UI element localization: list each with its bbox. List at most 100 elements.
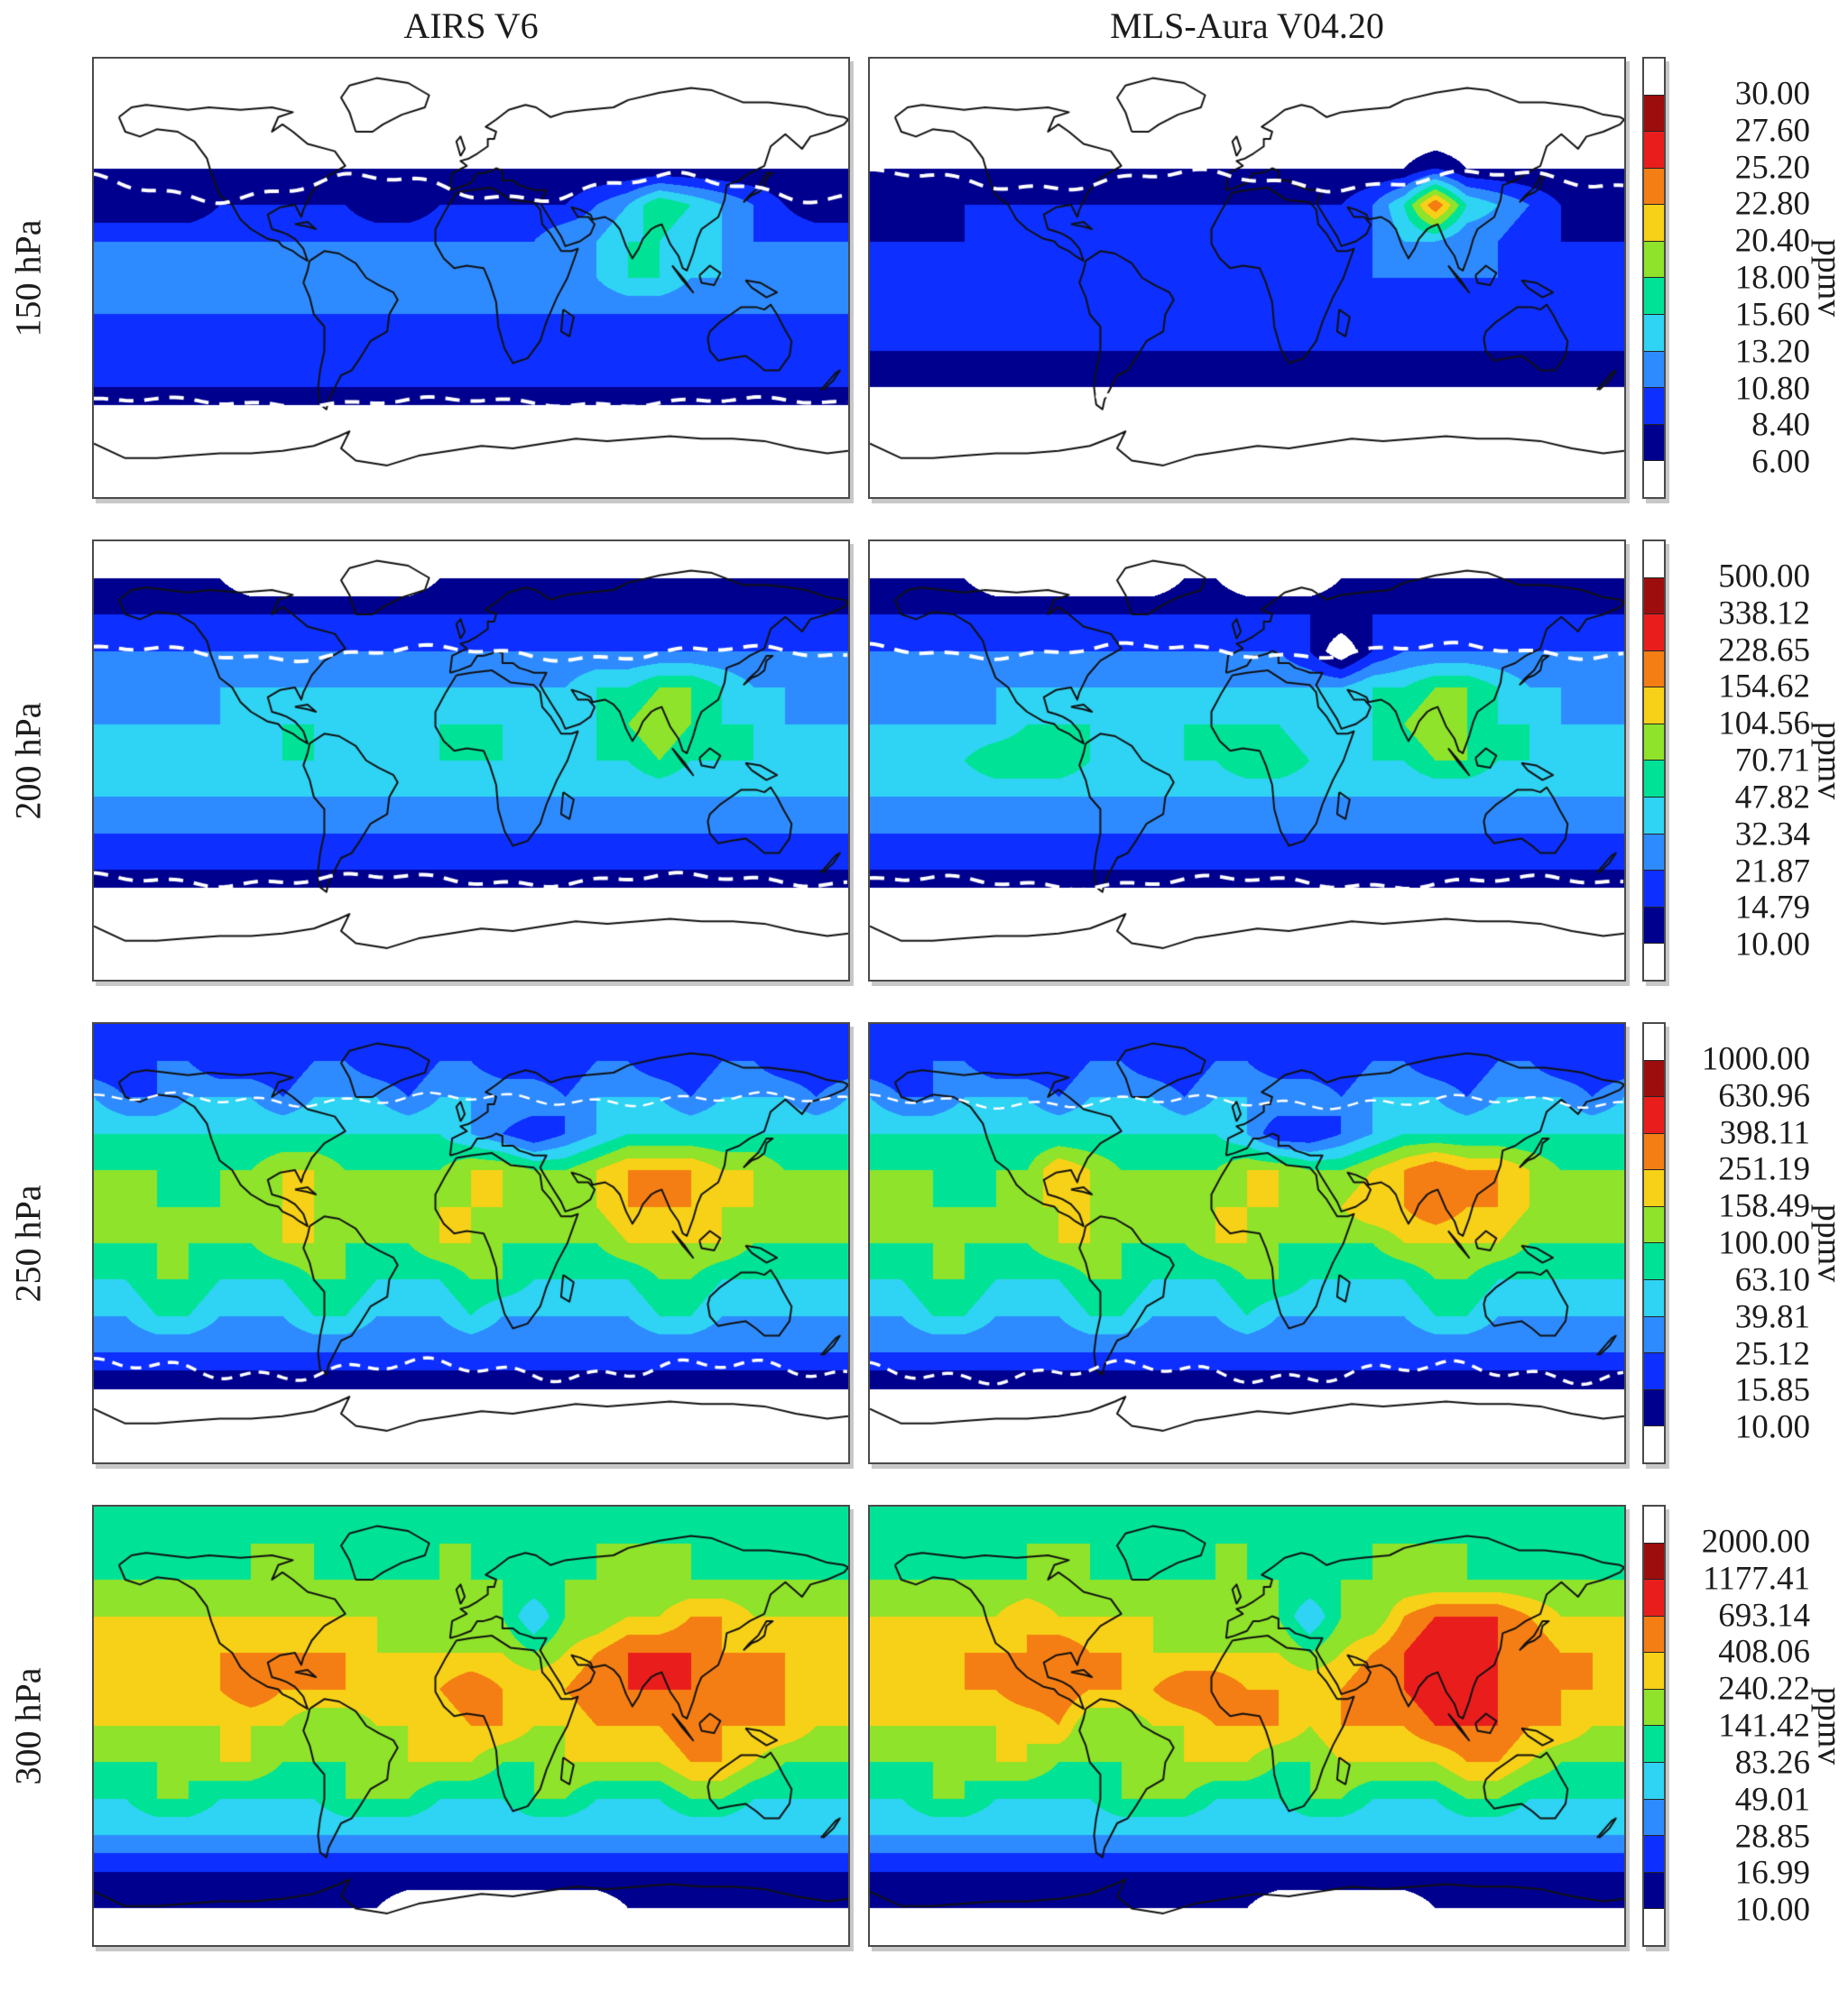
colorbar-cell [1644,1908,1664,1945]
colorbar-cell [1644,314,1664,351]
colorbar-cell [1644,1652,1664,1689]
colorbar-tick-labels: 1000.00 630.96 398.11 251.19 158.49 100.00 63.… [1673,1022,1810,1464]
world-map-canvas-mls-150hpa [870,59,1624,497]
colorbar-cell [1644,760,1664,798]
colorbar-cell [1644,870,1664,907]
colorbar-cell [1644,541,1664,577]
map-panel-airs-150hpa [92,57,850,499]
colorbar-250hpa: 1000.00 630.96 398.11 251.19 158.49 100.00 63.… [1642,1022,1848,1464]
colorbar-tick-label: 158.49 [1718,1187,1810,1225]
colorbar-tick-label: 1177.41 [1703,1560,1810,1598]
colorbar-300hpa: 2000.00 1177.41 693.14 408.06 240.22 141.42 83… [1642,1505,1848,1947]
colorbar-cell [1644,94,1664,132]
colorbar-strip [1642,539,1666,982]
colorbar-cell [1644,1205,1664,1243]
world-map-canvas-mls-250hpa [870,1024,1624,1462]
colorbar-tick-label: 630.96 [1718,1077,1810,1115]
map-panel-mls-200hpa [868,539,1626,982]
colorbar-cell [1644,1352,1664,1389]
colorbar-unit-wrap: ppmv [1810,1505,1848,1947]
colorbar-tick-label: 8.40 [1751,406,1810,444]
colorbar-cell [1644,797,1664,834]
colorbar-cell [1644,906,1664,944]
colorbar-strip [1642,1505,1666,1947]
map-panel-mls-150hpa [868,57,1626,499]
colorbar-tick-label: 1000.00 [1701,1040,1810,1078]
colorbar-cell [1644,1388,1664,1426]
colorbar-tick-label: 10.80 [1734,370,1810,407]
colorbar-unit-label: ppmv [1810,1203,1848,1283]
colorbar-tick-label: 32.34 [1734,816,1810,853]
colorbar-unit-wrap: ppmv [1810,539,1848,982]
colorbar-tick-label: 14.79 [1734,889,1810,927]
colorbar-tick-label: 10.00 [1734,1408,1810,1446]
colorbar-150hpa: 30.00 27.60 25.20 22.80 20.40 18.00 15.60 13.20… [1642,57,1848,499]
colorbar-tick-labels: 30.00 27.60 25.20 22.80 20.40 18.00 15.60 13.20… [1673,57,1810,499]
column-title-airs: AIRS V6 [403,5,539,46]
colorbar-tick-label: 251.19 [1718,1150,1810,1188]
colorbar-cell [1644,1096,1664,1133]
world-map-canvas-airs-200hpa [94,541,848,980]
colorbar-tick-label: 49.01 [1734,1781,1810,1819]
world-map-canvas-mls-200hpa [870,541,1624,980]
map-panel-airs-250hpa [92,1022,850,1464]
colorbar-cell [1644,943,1664,980]
colorbar-tick-label: 6.00 [1751,443,1810,481]
colorbar-cell [1644,1169,1664,1206]
world-map-canvas-airs-250hpa [94,1024,848,1462]
figure-row-150hpa: 150 hPa 30.00 27.60 25.20 22.80 20.40 18.00 15.… [0,57,1848,499]
colorbar-tick-label: 154.62 [1718,668,1810,705]
colorbar-cell [1644,1579,1664,1616]
colorbar-tick-label: 228.65 [1718,632,1810,669]
colorbar-200hpa: 500.00 338.12 228.65 154.62 104.56 70.71 47.82… [1642,539,1848,982]
colorbar-cell [1644,1762,1664,1799]
colorbar-cell [1644,1835,1664,1872]
colorbar-tick-label: 13.20 [1734,333,1810,371]
pressure-level-label-200hpa: 200 hPa [2,539,54,982]
colorbar-tick-label: 15.85 [1734,1371,1810,1409]
colorbar-tick-label: 22.80 [1734,185,1810,223]
colorbar-tick-label: 338.12 [1718,595,1810,632]
colorbar-cell [1644,277,1664,315]
colorbar-cell [1644,1798,1664,1836]
colorbar-tick-label: 25.12 [1734,1335,1810,1372]
colorbar-cell [1644,240,1664,278]
colorbar-unit-label: ppmv [1810,1686,1848,1766]
figure-row-200hpa: 200 hPa 500.00 338.12 228.65 154.62 104.56 70.… [0,539,1848,982]
colorbar-tick-label: 20.40 [1734,222,1810,260]
colorbar-tick-label: 27.60 [1734,112,1810,150]
world-map-canvas-mls-300hpa [870,1507,1624,1945]
colorbar-cell [1644,723,1664,761]
colorbar-cell [1644,1725,1664,1763]
pressure-level-label-250hpa: 250 hPa [2,1022,54,1464]
colorbar-cell [1644,1507,1664,1543]
colorbar-cell [1644,1688,1664,1726]
map-panel-mls-250hpa [868,1022,1626,1464]
figure-row-250hpa: 250 hPa 1000.00 630.96 398.11 251.19 158.49 10… [0,1022,1848,1464]
colorbar-cell [1644,1242,1664,1280]
colorbar-tick-label: 100.00 [1718,1224,1810,1262]
world-map-canvas-airs-150hpa [94,59,848,497]
colorbar-unit-wrap: ppmv [1810,1022,1848,1464]
colorbar-tick-label: 693.14 [1718,1597,1810,1634]
pressure-level-text: 150 hPa [7,219,49,337]
colorbar-cell [1644,1542,1664,1580]
pressure-level-text: 300 hPa [7,1667,49,1784]
colorbar-tick-label: 47.82 [1734,779,1810,816]
colorbar-cell [1644,687,1664,724]
pressure-level-text: 200 hPa [7,702,49,819]
colorbar-unit-label: ppmv [1810,721,1848,800]
colorbar-tick-label: 104.56 [1718,705,1810,742]
colorbar-tick-label: 16.99 [1734,1854,1810,1892]
pressure-level-text: 250 hPa [7,1185,49,1302]
colorbar-tick-label: 63.10 [1734,1261,1810,1299]
colorbar-tick-labels: 500.00 338.12 228.65 154.62 104.56 70.71 47.82… [1673,539,1810,982]
colorbar-cell [1644,1425,1664,1462]
colorbar-tick-label: 70.71 [1734,742,1810,779]
colorbar-cell [1644,350,1664,388]
colorbar-tick-label: 15.60 [1734,296,1810,334]
colorbar-cell [1644,460,1664,497]
colorbar-cell [1644,1279,1664,1316]
colorbar-cell [1644,204,1664,241]
colorbar-strip [1642,57,1666,499]
